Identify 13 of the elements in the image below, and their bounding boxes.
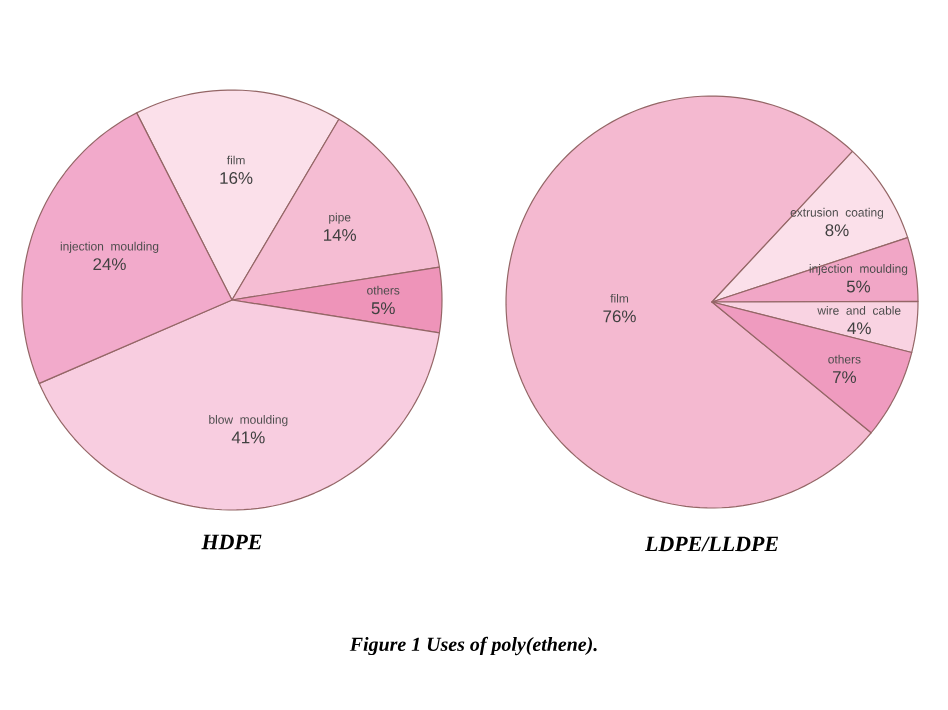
data-label: 8% xyxy=(825,224,849,237)
data-label: 4% xyxy=(847,322,871,335)
data-label: 24% xyxy=(93,258,126,271)
data-label: 14% xyxy=(324,229,357,241)
caption: Figure 1 Uses of poly(ethene). xyxy=(349,636,597,656)
text: LDPE/LLDPE xyxy=(644,536,778,552)
data-label: 16% xyxy=(220,172,253,185)
data-label: 76% xyxy=(603,310,636,323)
data-label: 5% xyxy=(371,302,395,315)
data-label: 41% xyxy=(231,431,265,444)
text: HDPE xyxy=(201,534,262,550)
data-label: 5% xyxy=(846,280,871,293)
data-label: 7% xyxy=(833,371,857,384)
